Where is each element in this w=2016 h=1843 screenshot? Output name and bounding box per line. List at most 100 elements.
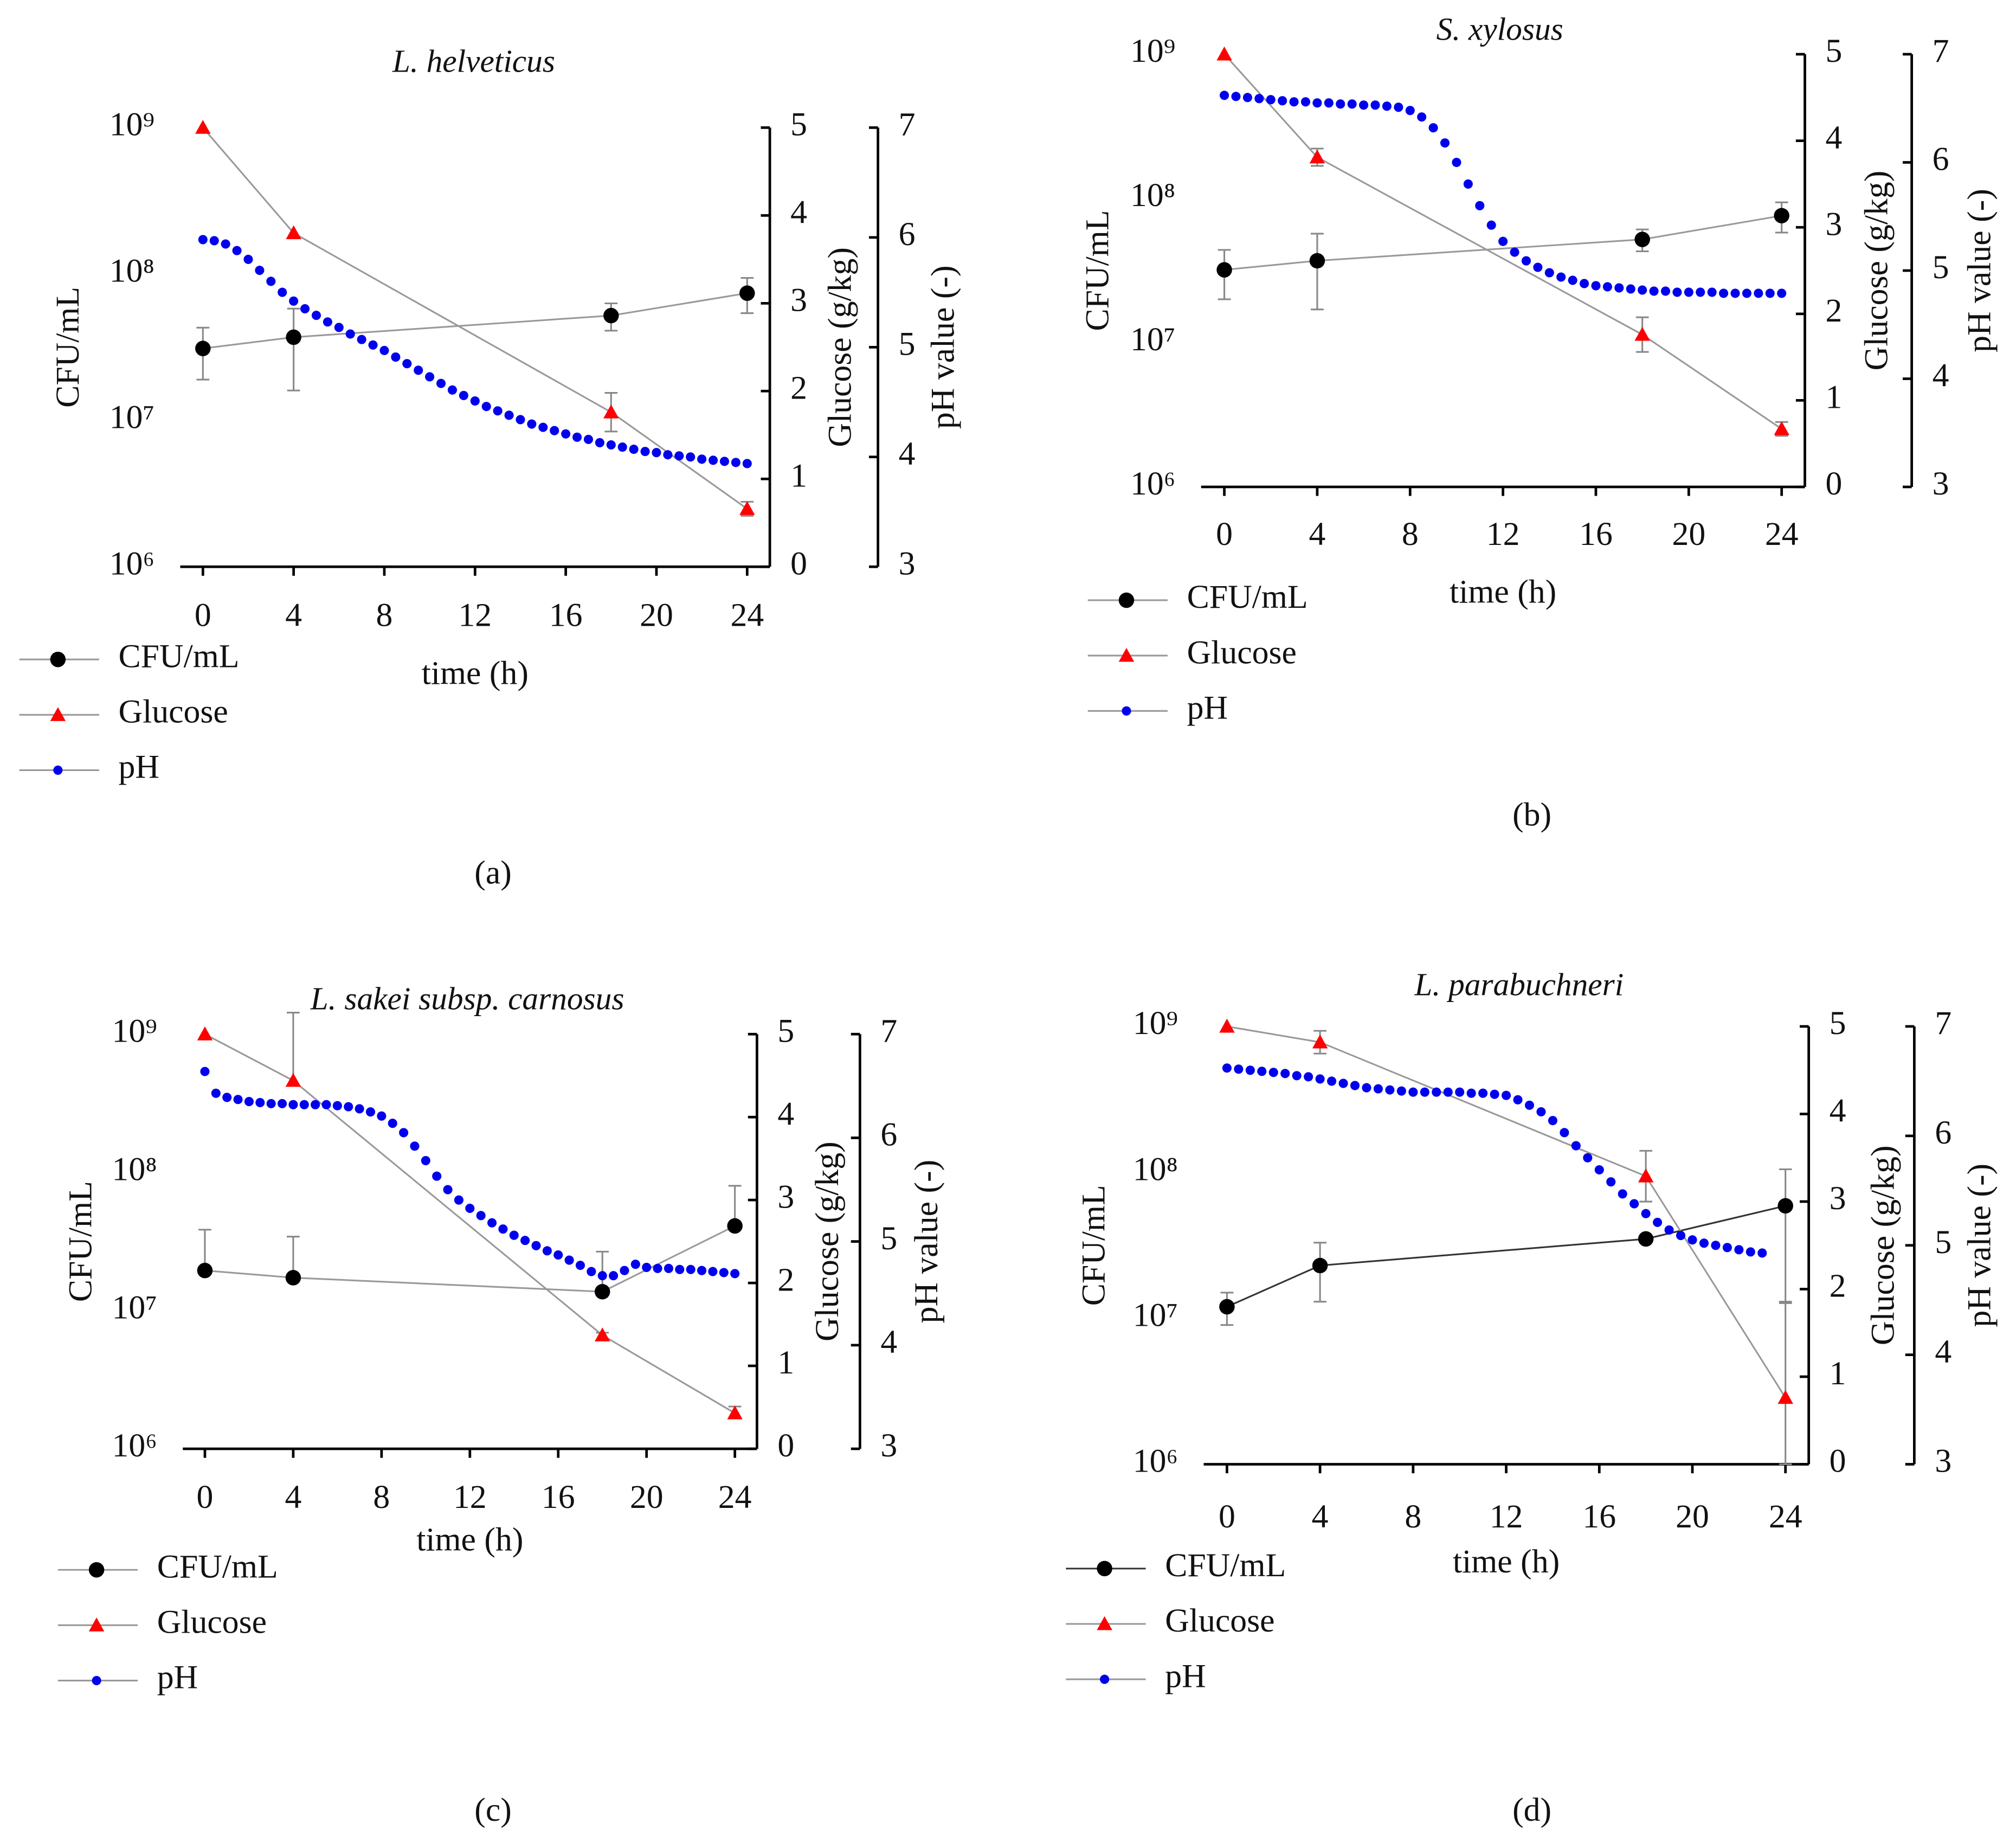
dot-marker bbox=[516, 415, 525, 425]
x-tick-label: 8 bbox=[1402, 516, 1419, 553]
triangle-marker bbox=[197, 1026, 213, 1041]
legend-marker bbox=[1118, 647, 1135, 662]
legend-marker bbox=[1118, 592, 1135, 608]
x-tick-label: 8 bbox=[1405, 1498, 1421, 1535]
legend-label: pH bbox=[1165, 1658, 1206, 1694]
triangle-marker bbox=[594, 1327, 610, 1341]
dot-marker bbox=[243, 254, 253, 264]
dot-marker bbox=[1687, 1235, 1697, 1245]
dot-marker bbox=[542, 1246, 552, 1256]
y3-tick-label: 4 bbox=[1935, 1333, 1951, 1370]
triangle-marker bbox=[727, 1405, 743, 1420]
dot-marker bbox=[300, 304, 310, 314]
dot-marker bbox=[402, 359, 412, 369]
dot-marker bbox=[454, 1195, 463, 1205]
legend-label: pH bbox=[118, 749, 159, 786]
error-bar bbox=[287, 307, 300, 391]
chart-title: S. xylosus bbox=[1437, 11, 1563, 47]
y3-tick-label: 6 bbox=[880, 1116, 897, 1153]
dot-marker bbox=[1641, 1209, 1651, 1218]
y3-tick-label: 5 bbox=[899, 325, 916, 362]
dot-marker bbox=[493, 406, 503, 416]
dot-marker bbox=[697, 1266, 707, 1275]
circle-marker bbox=[195, 341, 211, 356]
dot-marker bbox=[1324, 98, 1334, 108]
dot-marker bbox=[355, 1104, 364, 1114]
dot-marker bbox=[520, 1236, 530, 1245]
dot-marker bbox=[697, 454, 707, 464]
dot-marker bbox=[344, 1102, 353, 1112]
error-bar bbox=[1779, 1168, 1792, 1303]
legend-label: CFU/mL bbox=[157, 1548, 278, 1585]
circle-marker bbox=[286, 329, 301, 345]
x-tick-label: 20 bbox=[640, 596, 673, 633]
dot-marker bbox=[323, 317, 332, 327]
x-tick-label: 8 bbox=[376, 596, 393, 633]
dot-marker bbox=[321, 1100, 331, 1109]
legend-label: CFU/mL bbox=[1187, 579, 1308, 615]
dot-marker bbox=[357, 335, 366, 344]
x-tick-label: 4 bbox=[1312, 1498, 1329, 1535]
x-tick-label: 16 bbox=[1579, 516, 1613, 553]
y2-tick-label: 1 bbox=[790, 457, 807, 494]
dot-marker bbox=[1347, 99, 1357, 109]
dot-marker bbox=[1502, 1090, 1511, 1100]
dot-marker bbox=[1521, 256, 1531, 266]
x-tick-label: 12 bbox=[453, 1479, 487, 1516]
circle-marker bbox=[1634, 232, 1650, 247]
y3-axis-label: pH value (-) bbox=[925, 265, 962, 429]
y2-tick-label: 0 bbox=[1826, 465, 1843, 502]
y-tick-label: 10⁸ bbox=[1133, 1151, 1178, 1187]
dot-marker bbox=[1257, 1067, 1267, 1076]
triangle-marker bbox=[285, 1073, 301, 1087]
dot-marker bbox=[1234, 1064, 1244, 1074]
dot-marker bbox=[1533, 262, 1543, 272]
dot-marker bbox=[1490, 1089, 1499, 1099]
triangle-marker bbox=[286, 225, 301, 240]
dot-marker bbox=[509, 1230, 519, 1240]
dot-marker bbox=[299, 1100, 309, 1109]
dot-marker bbox=[1432, 1087, 1441, 1097]
dot-marker bbox=[597, 1271, 607, 1281]
dot-marker bbox=[1289, 97, 1299, 107]
dot-marker bbox=[653, 1263, 662, 1273]
dot-marker bbox=[1594, 1165, 1604, 1175]
dot-marker bbox=[410, 1141, 420, 1151]
circle-marker bbox=[739, 285, 755, 301]
y2-tick-label: 0 bbox=[777, 1427, 794, 1464]
dot-marker bbox=[1359, 100, 1369, 110]
x-tick-label: 24 bbox=[1765, 516, 1799, 553]
y2-axis-label: Glucose (g/kg) bbox=[809, 1141, 846, 1341]
dot-marker bbox=[731, 458, 740, 467]
dot-marker bbox=[1544, 268, 1554, 278]
y2-tick-label: 5 bbox=[1830, 1005, 1846, 1042]
circle-marker bbox=[1309, 253, 1325, 269]
dot-marker bbox=[211, 1088, 221, 1098]
dot-marker bbox=[1327, 1076, 1337, 1086]
series-line bbox=[1224, 215, 1782, 271]
x-tick-label: 8 bbox=[373, 1479, 390, 1516]
dot-marker bbox=[1719, 288, 1729, 298]
y2-tick-label: 5 bbox=[1826, 33, 1843, 69]
triangle-marker bbox=[1774, 421, 1789, 435]
dot-marker bbox=[1730, 288, 1740, 298]
triangle-marker bbox=[1638, 1168, 1654, 1183]
y-tick-label: 10⁷ bbox=[110, 399, 154, 435]
legend-marker bbox=[88, 1562, 105, 1578]
legend-marker bbox=[53, 765, 63, 775]
dot-marker bbox=[379, 345, 389, 355]
dot-marker bbox=[587, 1267, 596, 1276]
x-tick-label: 20 bbox=[1676, 1498, 1709, 1535]
dot-marker bbox=[1362, 1083, 1371, 1093]
legend-marker bbox=[1097, 1561, 1112, 1577]
dot-marker bbox=[1676, 1231, 1686, 1241]
dot-marker bbox=[664, 1263, 674, 1273]
dot-marker bbox=[1560, 1128, 1569, 1138]
dot-marker bbox=[288, 1100, 298, 1109]
y2-tick-label: 0 bbox=[790, 545, 807, 582]
y3-axis-label: pH value (-) bbox=[908, 1160, 945, 1324]
dot-marker bbox=[1405, 106, 1415, 115]
legend-label: Glucose bbox=[157, 1604, 267, 1641]
dot-marker bbox=[1486, 220, 1496, 230]
y2-tick-label: 2 bbox=[1830, 1268, 1846, 1305]
